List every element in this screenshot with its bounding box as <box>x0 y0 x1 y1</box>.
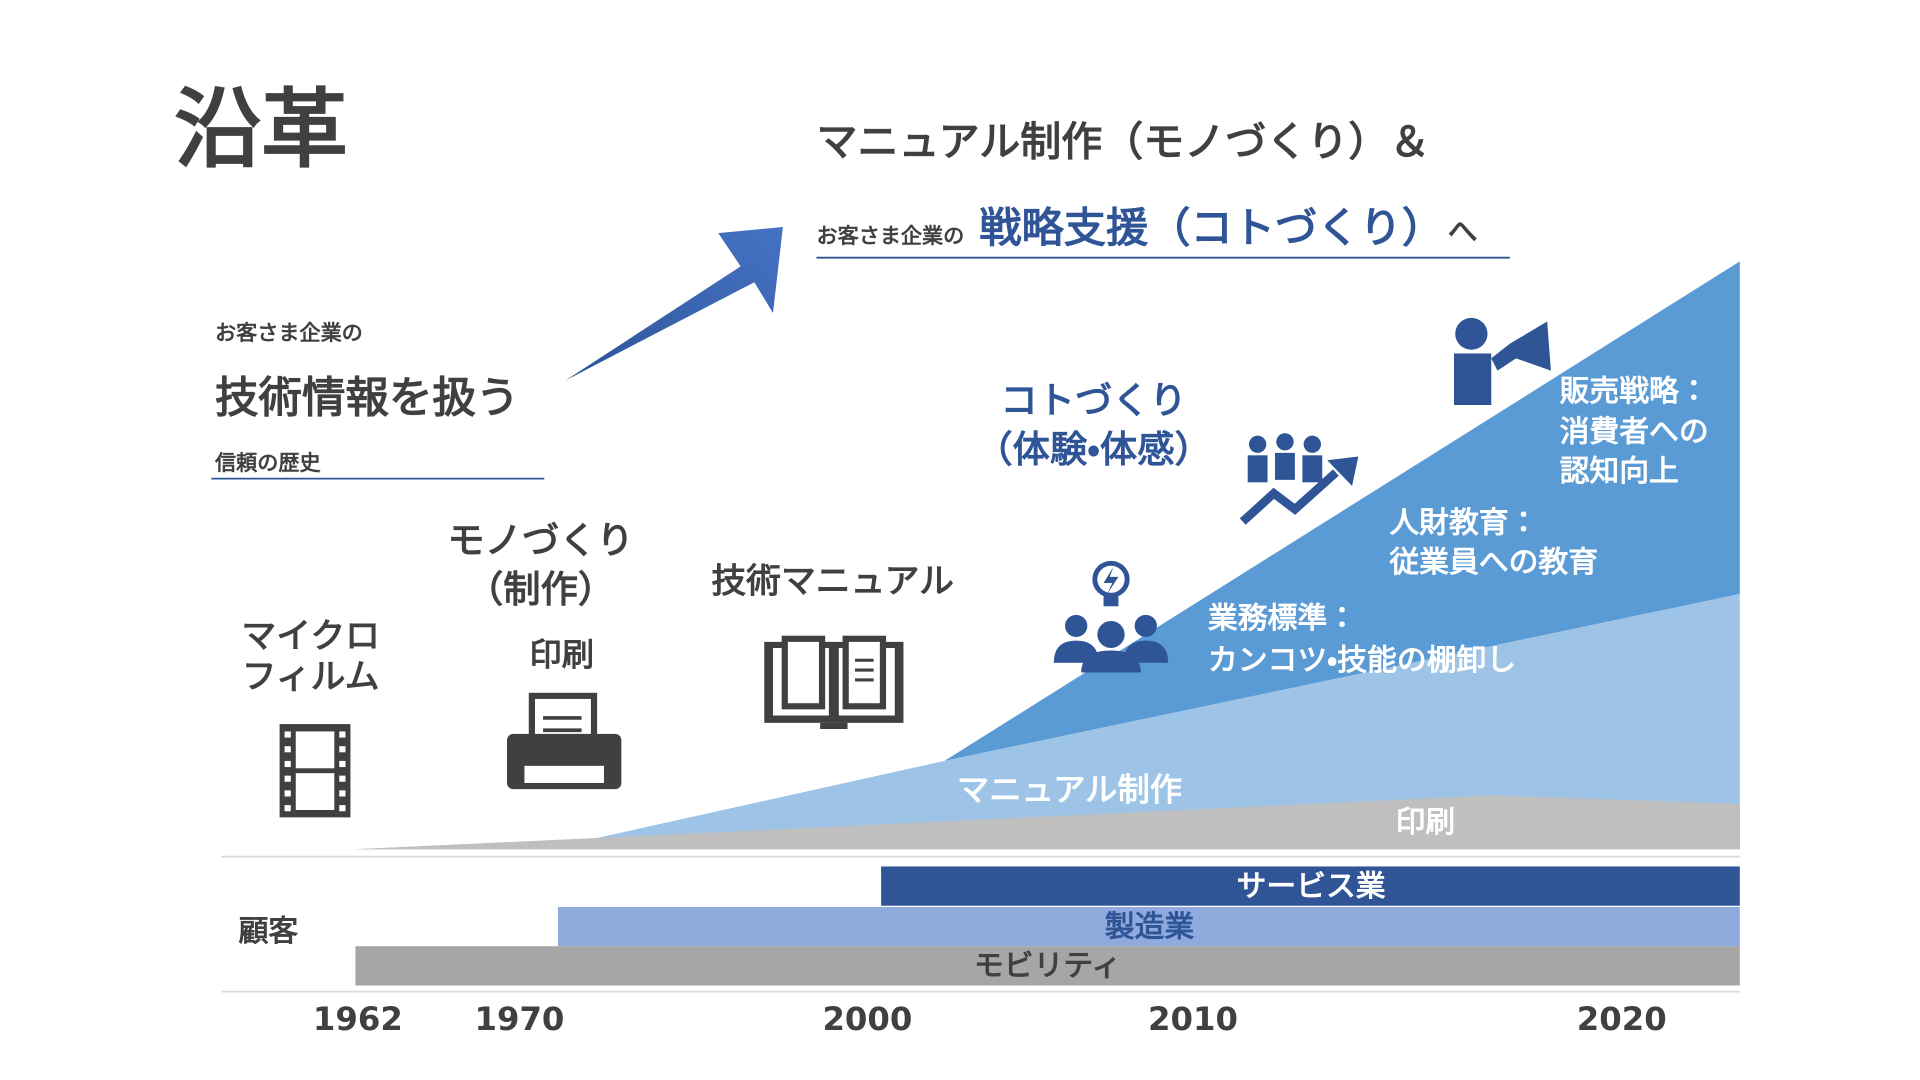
area-label: 印刷 <box>1396 804 1456 839</box>
year-label: 2010 <box>1148 1000 1238 1038</box>
intro-sub: 信頼の歴史 <box>214 451 322 475</box>
area-label: 人財教育： <box>1388 505 1538 540</box>
customer-bar <box>881 866 1740 906</box>
area-label: 業務標準： <box>1208 600 1357 635</box>
year-label: 2000 <box>822 1000 912 1038</box>
team-idea-icon <box>1053 560 1169 673</box>
era-label: コトづくり <box>1000 379 1186 422</box>
area-label: 認知向上 <box>1560 453 1679 488</box>
year-label: 2020 <box>1577 1000 1667 1038</box>
era-label: （制作） <box>466 568 615 611</box>
era-label: 技術マニュアル <box>711 562 954 602</box>
era-label: 印刷 <box>529 636 594 674</box>
customer-bar-label: サービス業 <box>1237 868 1386 903</box>
area-label: 従業員への教育 <box>1388 544 1598 579</box>
era-label: モノづくり <box>447 519 633 562</box>
era-label: フィルム <box>242 657 380 697</box>
customer-bar-label: 製造業 <box>1105 908 1195 943</box>
growth-arrow <box>565 227 783 381</box>
intro-small: お客さま企業の <box>215 321 363 345</box>
era-label: マイクロ <box>241 617 379 657</box>
headline-line1: マニュアル制作（モノづくり）＆ <box>816 118 1430 166</box>
headline-prefix: お客さま企業の <box>816 224 964 248</box>
people-growth-icon <box>1239 433 1359 525</box>
area-label: 販売戦略： <box>1560 373 1709 408</box>
customer-bar <box>355 946 1740 986</box>
area-label: マニュアル制作 <box>957 771 1182 809</box>
area-label: 消費者への <box>1560 414 1709 449</box>
headline-emphasis: 戦略支援（コトづくり） <box>979 203 1444 252</box>
area-manual <box>354 594 1740 850</box>
film-icon <box>279 724 351 818</box>
customers-label: 顧客 <box>239 913 299 948</box>
era-label: （体験・体感） <box>975 428 1211 471</box>
headline-suffix: へ <box>1448 214 1478 249</box>
area-printing <box>354 795 1740 850</box>
intro-main: 技術情報を扱う <box>215 374 519 424</box>
customer-bar <box>557 906 1740 947</box>
megaphone-icon <box>1453 317 1551 405</box>
area-label: カンコツ・技能の棚卸し <box>1208 642 1516 677</box>
title: 沿革 <box>174 80 348 179</box>
customer-bar-label: モビリティ <box>974 948 1121 983</box>
printer-icon <box>507 692 622 790</box>
book-icon <box>764 635 904 729</box>
year-label: 1970 <box>474 1000 564 1038</box>
year-label: 1962 <box>313 1000 403 1038</box>
